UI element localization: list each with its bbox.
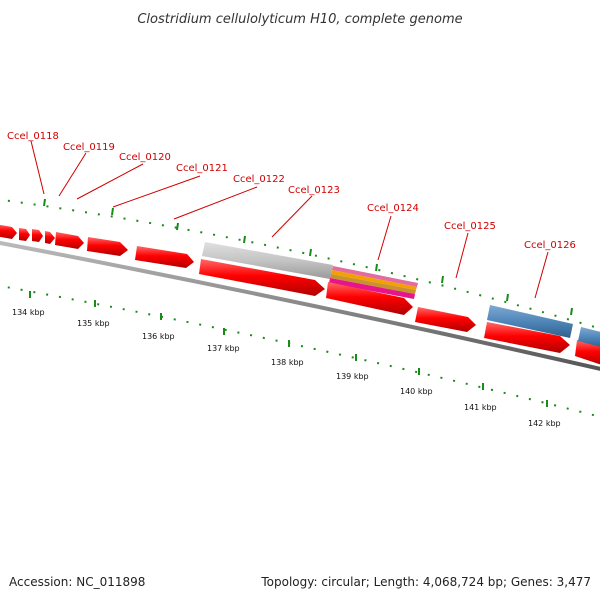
feature-band-grey[interactable] [202, 242, 333, 279]
gene-label[interactable]: Ccel_0124 [367, 203, 419, 214]
tick-label: 142 kbp [528, 419, 561, 428]
gene-label[interactable]: Ccel_0125 [444, 221, 496, 232]
accession-text: Accession: NC_011898 [9, 575, 145, 589]
gene-label[interactable]: Ccel_0121 [176, 163, 228, 174]
gene-arrow[interactable] [415, 307, 476, 332]
forward-genes-left [0, 224, 194, 268]
tick-label: 136 kbp [142, 332, 175, 341]
forward-genes-right [199, 259, 600, 366]
gene-arrow[interactable] [45, 231, 55, 244]
outer-major-ticks [43, 198, 573, 316]
tick-label: 135 kbp [77, 319, 110, 328]
gene-label[interactable]: Ccel_0120 [119, 152, 171, 163]
tick-labels: 134 kbp 135 kbp 136 kbp 137 kbp 138 kbp … [12, 308, 561, 428]
gene-arrow[interactable] [87, 237, 128, 256]
gene-labels: Ccel_0118 Ccel_0119 Ccel_0120 Ccel_0121 … [7, 131, 576, 251]
gene-label[interactable]: Ccel_0118 [7, 131, 59, 142]
tick-label: 137 kbp [207, 344, 240, 353]
inner-major-ticks [29, 291, 548, 407]
tick-label: 139 kbp [336, 372, 369, 381]
gene-arrow[interactable] [326, 282, 413, 315]
tick-label: 138 kbp [271, 358, 304, 367]
gene-label[interactable]: Ccel_0122 [233, 174, 285, 185]
gene-arrow[interactable] [19, 228, 30, 241]
tick-label: 141 kbp [464, 403, 497, 412]
gene-label[interactable]: Ccel_0119 [63, 142, 115, 153]
genome-backbone [0, 240, 600, 371]
tick-label: 134 kbp [12, 308, 45, 317]
gene-arrow[interactable] [135, 246, 194, 268]
gene-arrow[interactable] [0, 224, 17, 239]
gene-arrow[interactable] [32, 229, 43, 242]
gene-label[interactable]: Ccel_0126 [524, 240, 576, 251]
gene-label[interactable]: Ccel_0123 [288, 185, 340, 196]
gene-arrow[interactable] [484, 322, 570, 353]
feature-band-multicolor[interactable] [329, 266, 418, 299]
map-title: Clostridium cellulolyticum H10, complete… [137, 12, 462, 27]
genome-summary-text: Topology: circular; Length: 4,068,724 bp… [260, 575, 591, 589]
gene-arrow[interactable] [199, 259, 325, 296]
feature-band-blue[interactable] [487, 305, 600, 348]
label-leaders [30, 140, 549, 299]
gene-arrow[interactable] [575, 340, 600, 366]
tick-label: 140 kbp [400, 387, 433, 396]
gene-arrow[interactable] [55, 232, 84, 249]
